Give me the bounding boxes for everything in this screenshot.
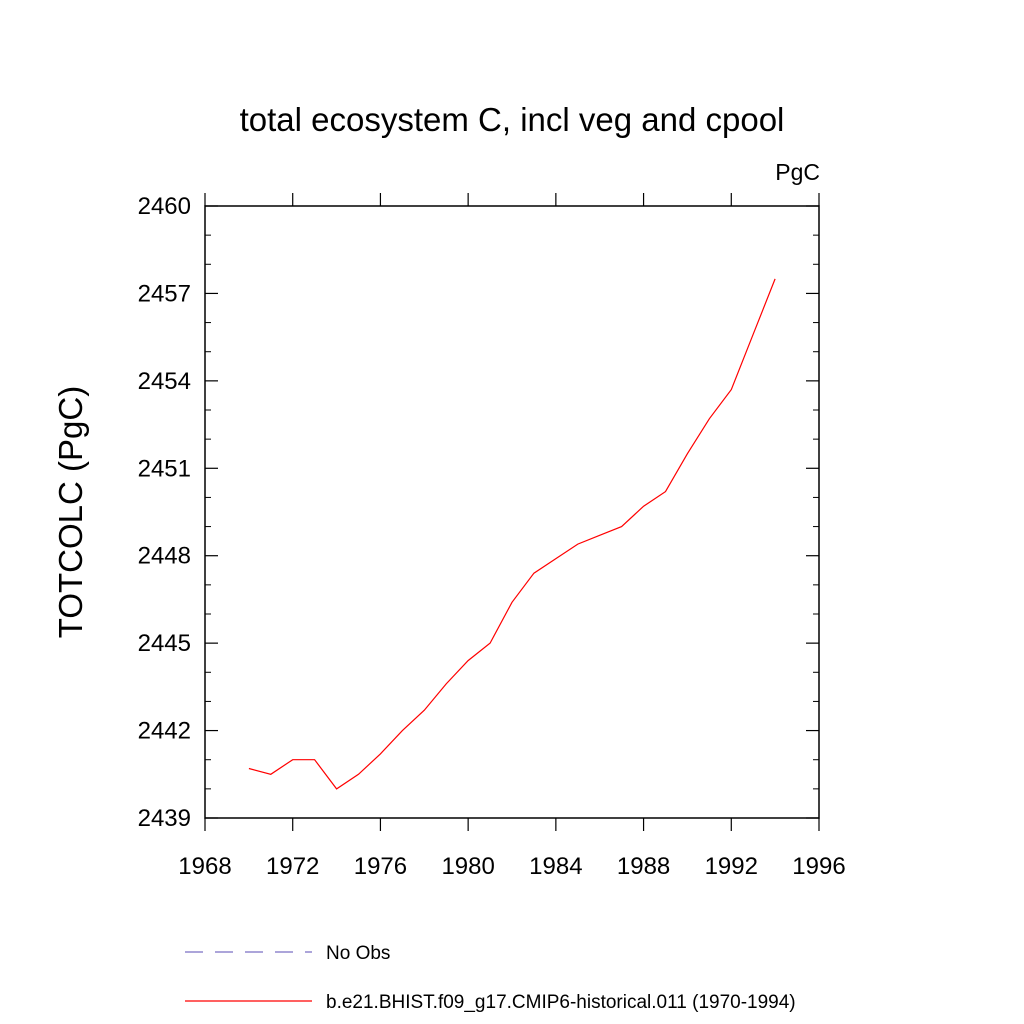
- series-layer: [248, 278, 776, 790]
- y-tick-label: 2442: [138, 718, 191, 745]
- x-tick-label: 1968: [178, 853, 231, 880]
- y-tick-label: 2454: [138, 368, 191, 395]
- x-tick-label: 1976: [354, 853, 407, 880]
- x-tick-label: 1992: [705, 853, 758, 880]
- x-tick-label: 1980: [441, 853, 494, 880]
- x-tick-label: 1996: [792, 853, 845, 880]
- x-tick-label: 1984: [529, 853, 582, 880]
- y-tick-label: 2445: [138, 630, 191, 657]
- x-axis-ticks: 1968 1972 1976 1980 1984 1988 1992 1996: [178, 193, 846, 880]
- y-tick-label: 2448: [138, 543, 191, 570]
- x-tick-label: 1988: [617, 853, 670, 880]
- legend-label: b.e21.BHIST.f09_g17.CMIP6-historical.011…: [326, 992, 796, 1013]
- y-axis-label: TOTCOLC (PgC): [52, 386, 89, 638]
- legend: No Obs b.e21.BHIST.f09_g17.CMIP6-historic…: [185, 943, 796, 1013]
- chart-title: total ecosystem C, incl veg and cpool: [240, 101, 785, 138]
- plot-frame: [204, 205, 820, 819]
- y-minor-ticks: [205, 234, 819, 790]
- series-line-1: [248, 278, 776, 790]
- y-axis-ticks: 2439 2442 2445 2448 2451 2454 2457 2460: [138, 193, 819, 832]
- x-tick-label: 1972: [266, 853, 319, 880]
- legend-label: No Obs: [326, 943, 390, 964]
- y-tick-label: 2439: [138, 805, 191, 832]
- y-tick-label: 2460: [138, 193, 191, 220]
- units-label: PgC: [775, 159, 820, 185]
- y-tick-label: 2451: [138, 455, 191, 482]
- y-tick-label: 2457: [138, 280, 191, 307]
